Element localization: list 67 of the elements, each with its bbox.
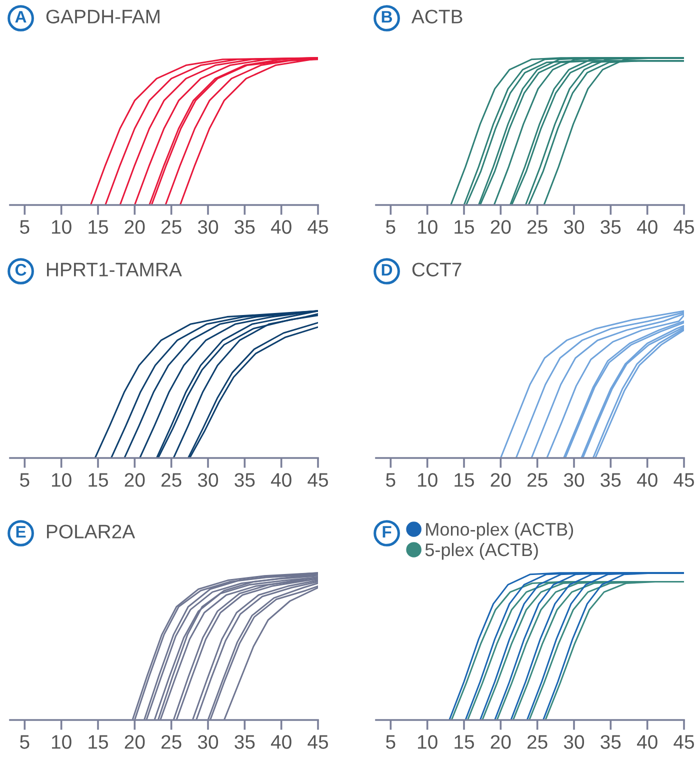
text: B: [382, 11, 392, 23]
x-tick-label: 20: [490, 220, 511, 234]
chart-title: ACTB: [411, 10, 462, 24]
x-tick-label: 40: [636, 473, 658, 487]
x-tick-label: 40: [270, 473, 292, 487]
text: A: [15, 11, 26, 23]
x-tick-label: 15: [88, 473, 108, 487]
legend-label: Mono-plex (ACTB): [426, 522, 574, 540]
x-tick-label: 5: [386, 473, 396, 487]
x-tick-label: 25: [162, 220, 182, 234]
x-tick-label: 10: [52, 220, 72, 234]
x-tick-label: 20: [490, 735, 511, 749]
x-tick-label: 45: [674, 473, 694, 487]
text: F: [382, 526, 392, 538]
x-tick-label: 35: [600, 220, 621, 234]
x-tick-label: 20: [124, 220, 145, 234]
x-tick-label: 25: [528, 220, 548, 234]
x-tick-label: 10: [52, 473, 72, 487]
chart-title: POLAR2A: [47, 524, 136, 538]
x-tick-label: 45: [308, 220, 328, 234]
x-tick-label: 35: [234, 473, 255, 487]
x-tick-label: 35: [600, 473, 621, 487]
x-tick-label: 30: [198, 220, 218, 234]
x-tick-label: 5: [20, 473, 30, 487]
x-tick-label: 40: [636, 220, 658, 234]
x-tick-label: 20: [124, 473, 145, 487]
x-tick-label: 30: [564, 220, 584, 234]
x-tick-label: 15: [454, 473, 474, 487]
x-tick-label: 35: [234, 735, 255, 749]
x-tick-label: 30: [564, 473, 584, 487]
x-tick-label: 15: [454, 735, 474, 749]
text: E: [16, 526, 26, 538]
x-tick-label: 45: [674, 220, 694, 234]
x-tick-label: 10: [418, 473, 438, 487]
text: D: [382, 264, 392, 276]
chart-title: GAPDH-FAM: [46, 10, 160, 24]
x-tick-label: 40: [270, 735, 292, 749]
x-tick-label: 30: [198, 473, 218, 487]
x-tick-label: 5: [386, 220, 396, 234]
x-tick-label: 15: [454, 220, 474, 234]
x-tick-label: 25: [528, 473, 548, 487]
x-tick-label: 20: [490, 473, 511, 487]
x-tick-label: 40: [270, 220, 292, 234]
x-tick-label: 30: [564, 735, 584, 749]
x-tick-label: 45: [308, 735, 328, 749]
x-tick-label: 10: [418, 220, 438, 234]
legend-label: 5-plex (ACTB): [425, 542, 538, 560]
chart-title: CCT7: [412, 262, 462, 276]
x-tick-label: 35: [600, 735, 621, 749]
x-tick-label: 10: [418, 735, 438, 749]
x-tick-label: 5: [386, 735, 396, 749]
x-tick-label: 15: [88, 220, 108, 234]
x-tick-label: 10: [52, 735, 72, 749]
x-tick-label: 25: [528, 735, 548, 749]
x-tick-label: 25: [162, 735, 182, 749]
x-tick-label: 45: [308, 473, 328, 487]
x-tick-label: 20: [124, 735, 145, 749]
x-tick-label: 45: [674, 735, 694, 749]
x-tick-label: 5: [20, 220, 30, 234]
text: C: [15, 264, 26, 276]
chart-title: HPRT1-TAMRA: [47, 262, 182, 276]
x-tick-label: 35: [234, 220, 255, 234]
x-tick-label: 15: [88, 735, 108, 749]
x-tick-label: 40: [636, 735, 658, 749]
x-tick-label: 30: [198, 735, 218, 749]
x-tick-label: 25: [162, 473, 182, 487]
x-tick-label: 5: [20, 735, 30, 749]
